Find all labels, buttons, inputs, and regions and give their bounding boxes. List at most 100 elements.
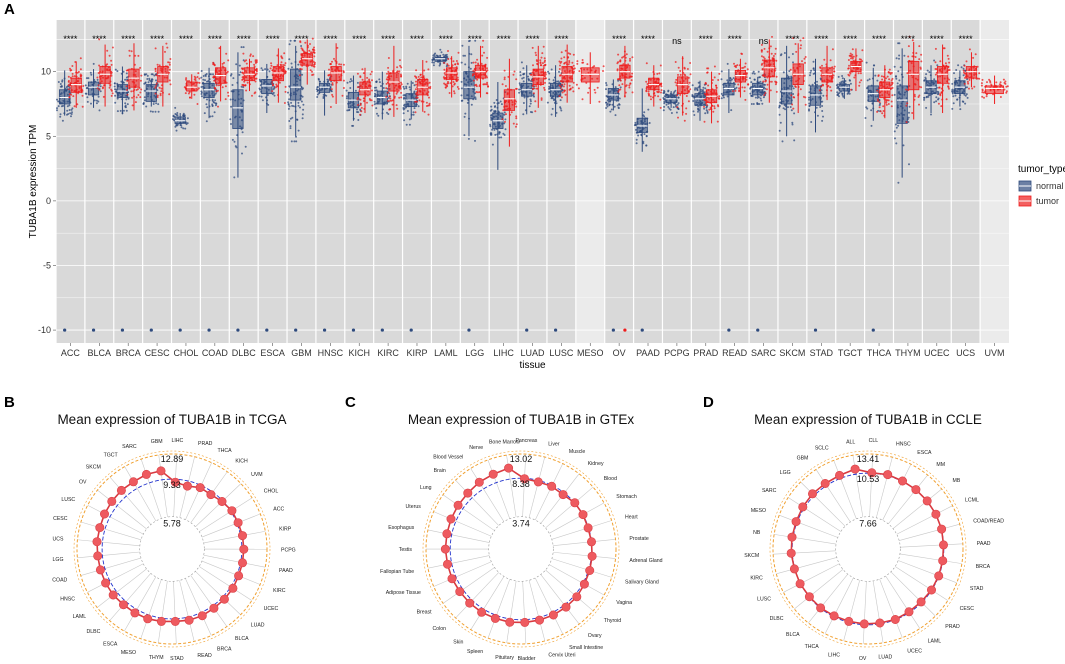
tumor-point bbox=[254, 91, 257, 94]
radar-category-label: Heart bbox=[625, 514, 638, 520]
normal-point bbox=[841, 77, 844, 80]
tumor-point bbox=[168, 61, 171, 64]
tumor-point bbox=[512, 122, 515, 125]
tumor-point bbox=[743, 86, 746, 89]
normal-point bbox=[675, 111, 678, 114]
normal-point bbox=[808, 91, 811, 94]
normal-point bbox=[302, 108, 305, 111]
normal-point bbox=[898, 54, 901, 57]
tumor-point bbox=[656, 72, 659, 75]
normal-point bbox=[813, 69, 816, 72]
normal-point bbox=[819, 77, 822, 80]
tumor-point bbox=[139, 79, 142, 82]
normal-point bbox=[180, 124, 183, 127]
radar-point bbox=[829, 611, 839, 621]
normal-point bbox=[288, 105, 291, 108]
normal-point bbox=[778, 113, 781, 116]
tumor-point bbox=[331, 82, 334, 85]
radar-point bbox=[156, 466, 166, 476]
normal-point bbox=[763, 83, 765, 86]
normal-point bbox=[466, 101, 469, 104]
tumor-point bbox=[309, 43, 311, 45]
radar-category-label: LAML bbox=[928, 638, 942, 644]
normal-point bbox=[503, 122, 506, 125]
tumor-point bbox=[71, 72, 74, 75]
normal-point bbox=[809, 71, 812, 74]
radar-spoke bbox=[852, 455, 864, 518]
tumor-point bbox=[400, 91, 403, 94]
normal-box bbox=[203, 82, 215, 98]
tumor-point bbox=[689, 73, 692, 76]
tumor-point bbox=[503, 76, 506, 79]
normal-point bbox=[143, 73, 146, 76]
normal-point bbox=[761, 102, 764, 105]
normal-point bbox=[841, 94, 844, 97]
tumor-point bbox=[942, 64, 945, 67]
tumor-point bbox=[330, 88, 333, 91]
normal-point bbox=[373, 100, 376, 103]
tumor-point bbox=[423, 110, 426, 113]
normal-point bbox=[211, 103, 214, 106]
normal-point bbox=[142, 102, 145, 105]
tumor-point bbox=[387, 57, 390, 59]
normal-point bbox=[726, 62, 729, 65]
tumor-point bbox=[415, 80, 417, 83]
tumor-point bbox=[480, 62, 483, 65]
radar-point bbox=[477, 607, 487, 617]
tumor-point bbox=[342, 71, 345, 74]
radar-point bbox=[505, 617, 515, 627]
normal-point bbox=[522, 113, 525, 116]
tumor-point bbox=[717, 79, 720, 81]
tumor-point bbox=[371, 89, 373, 92]
radar-point bbox=[92, 537, 102, 547]
tumor-point bbox=[313, 46, 315, 49]
normal-point bbox=[951, 88, 954, 91]
tumor-point bbox=[481, 46, 484, 48]
normal-point bbox=[548, 85, 551, 88]
normal-point bbox=[463, 134, 466, 137]
tumor-point bbox=[79, 68, 82, 71]
tumor-point bbox=[253, 63, 256, 66]
outlier-point bbox=[63, 328, 67, 332]
normal-point bbox=[293, 140, 296, 143]
normal-point bbox=[548, 82, 551, 85]
tumor-point bbox=[515, 78, 518, 81]
tumor-point bbox=[795, 50, 798, 53]
normal-point bbox=[552, 97, 554, 100]
x-tick-label: TGCT bbox=[838, 348, 863, 358]
radar-point bbox=[95, 565, 105, 575]
tumor-point bbox=[760, 63, 763, 66]
tumor-box bbox=[908, 60, 920, 91]
tumor-point bbox=[544, 71, 547, 74]
tumor-point bbox=[794, 85, 797, 88]
tumor-point bbox=[567, 52, 570, 55]
normal-point bbox=[756, 103, 759, 105]
tumor-point bbox=[447, 64, 450, 67]
radar-spoke bbox=[455, 479, 499, 526]
normal-point bbox=[86, 87, 89, 89]
normal-point bbox=[504, 118, 507, 121]
tumor-point bbox=[398, 59, 401, 62]
tumor-point bbox=[154, 92, 157, 95]
normal-point bbox=[923, 79, 926, 82]
tumor-point bbox=[356, 72, 359, 75]
x-tick-label: BLCA bbox=[88, 348, 112, 358]
normal-point bbox=[388, 92, 391, 95]
tumor-point bbox=[983, 96, 985, 99]
normal-point bbox=[754, 96, 757, 99]
tumor-point bbox=[98, 64, 101, 67]
tumor-point bbox=[675, 84, 678, 87]
significance-label: **** bbox=[121, 34, 136, 44]
normal-point bbox=[936, 93, 939, 96]
radar-category-label: UCEC bbox=[907, 649, 922, 655]
tumor-point bbox=[369, 99, 372, 102]
radar-category-label: UCS bbox=[53, 536, 64, 542]
tumor-point bbox=[388, 108, 391, 111]
tumor-point bbox=[771, 35, 773, 38]
radar-outer-ring bbox=[76, 453, 268, 645]
tumor-point bbox=[659, 83, 662, 86]
normal-point bbox=[894, 137, 896, 140]
normal-point bbox=[373, 103, 376, 106]
tumor-point bbox=[985, 95, 988, 98]
normal-point bbox=[412, 113, 415, 116]
